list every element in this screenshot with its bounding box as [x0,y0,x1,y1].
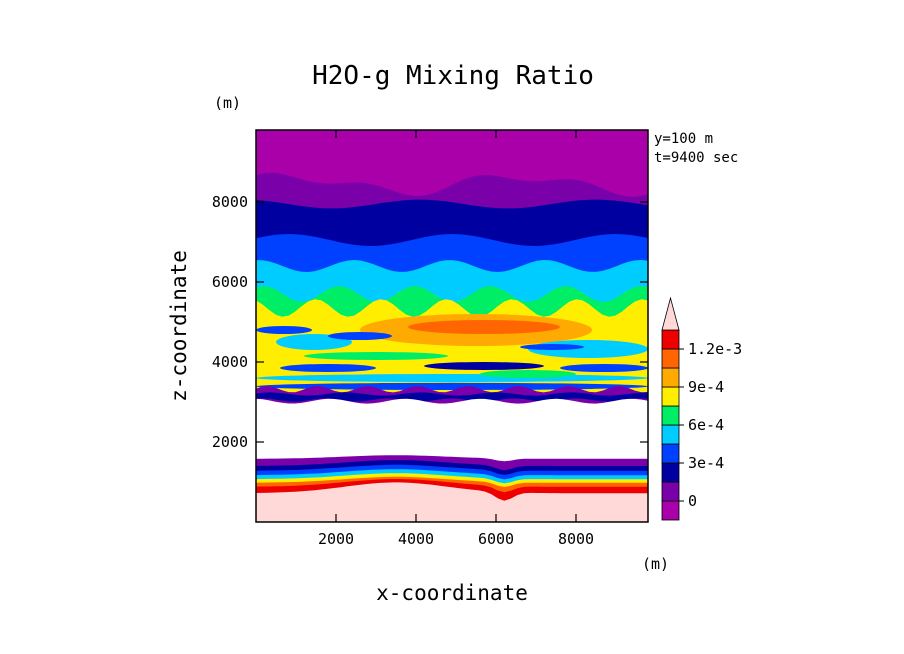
mixed-cell [256,326,312,334]
colorbar-tick-label: 6e-4 [688,416,724,434]
y-axis: 2000 4000 6000 8000 [212,193,648,451]
band-level-2 [256,199,648,248]
mixed-cell [256,374,648,382]
colorbar-box [661,405,680,426]
x-tick-label: 6000 [478,530,514,548]
x-axis: 2000 4000 6000 8000 [318,130,594,548]
mixed-cell [304,352,448,360]
x-tick-label: 8000 [558,530,594,548]
colorbar: 0 3e-4 6e-4 9e-4 1.2e-3 [661,296,742,521]
band-level-3 [256,234,648,274]
colorbar-box [661,329,680,350]
y-axis-title: z-coordinate [167,250,191,402]
colorbar-extend-arrow [661,296,680,331]
mixed-cell [256,382,648,390]
mixed-cell [560,364,648,372]
chart-title: H2O-g Mixing Ratio [312,61,594,91]
y-tick-label: 2000 [212,433,248,451]
x-tick-label: 2000 [318,530,354,548]
colorbar-tick-label: 3e-4 [688,454,724,472]
colorbar-box [661,367,680,388]
band-bottom-level-10 [256,482,648,522]
annotation-time: t=9400 sec [654,150,738,166]
x-unit-label: (m) [642,555,669,573]
colorbar-box [661,500,680,521]
y-tick-label: 8000 [212,193,248,211]
x-axis-title: x-coordinate [376,581,528,605]
mixed-cell [520,344,584,350]
y-tick-label: 4000 [212,353,248,371]
colorbar-box [661,424,680,445]
colorbar-box [661,462,680,483]
blank-gap [256,398,648,462]
band-level-1 [256,172,648,211]
colorbar-tick-label: 0 [688,492,697,510]
mixed-cell [328,332,392,340]
colorbar-box [661,443,680,464]
y-tick-label: 6000 [212,273,248,291]
band-lower-level-8 [256,476,648,494]
y-unit-label: (m) [214,94,241,112]
colorbar-box [661,348,680,369]
mixed-cell [424,362,544,370]
band-lower-level-9 [256,479,648,502]
contour-field [256,130,648,522]
colorbar-box [661,386,680,407]
mixed-cell [480,370,576,378]
colorbar-tick-label: 9e-4 [688,378,724,396]
mixed-cell [408,320,560,334]
colorbar-tick-label: 1.2e-3 [688,340,742,358]
mixed-cell [280,364,376,372]
annotation-y-position: y=100 m [654,131,713,147]
plot-frame [255,129,649,523]
x-tick-label: 4000 [398,530,434,548]
colorbar-box [661,481,680,502]
